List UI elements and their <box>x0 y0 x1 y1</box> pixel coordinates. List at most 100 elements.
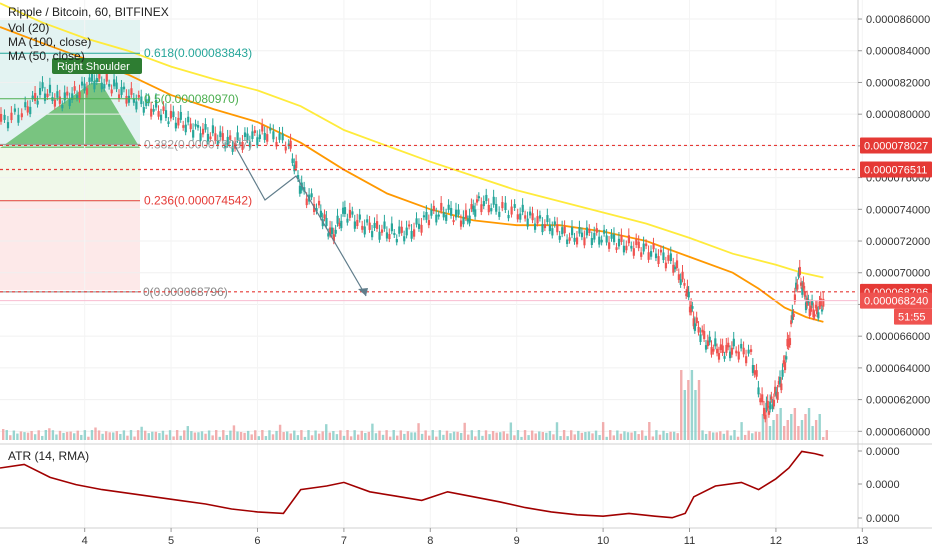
volume-bar <box>33 434 37 440</box>
candle-body <box>695 317 698 324</box>
candle-body <box>317 200 321 206</box>
x-tick-label: 9 <box>514 535 520 547</box>
volume-bar <box>342 435 346 440</box>
candle-body <box>248 141 252 148</box>
candle-body <box>348 209 352 218</box>
candle-body <box>390 223 393 232</box>
candle-body <box>142 107 145 113</box>
candle-body <box>243 132 247 137</box>
price-tag-bg <box>860 161 932 178</box>
volume-bars <box>2 370 828 440</box>
candle-body <box>226 136 229 145</box>
candle-body <box>647 252 650 260</box>
volume-bar <box>207 430 211 440</box>
candle-body <box>817 312 820 319</box>
x-tick-label: 5 <box>168 535 174 547</box>
volume-bar <box>264 436 268 440</box>
volume-bar <box>58 430 62 440</box>
candle-body <box>219 131 222 138</box>
volume-bar <box>786 420 789 440</box>
volume-bar <box>818 414 821 440</box>
candle-body <box>103 84 106 89</box>
candle-body <box>246 133 249 141</box>
candle-body <box>284 146 287 151</box>
candle-body <box>368 222 371 230</box>
candle-body <box>654 253 658 259</box>
candle-body <box>775 391 778 396</box>
candle-body <box>216 140 219 147</box>
candle-body <box>393 232 396 236</box>
candle-body <box>221 133 224 141</box>
volume-bar <box>175 430 179 440</box>
volume-bar <box>69 431 72 440</box>
price-tag-text: 51:55 <box>898 312 926 324</box>
candle-body <box>781 369 784 377</box>
candle-body <box>236 132 239 140</box>
volume-bar <box>133 436 136 440</box>
candle-body <box>113 79 116 87</box>
indicator-vol: Vol (20) <box>8 21 49 35</box>
candle-body <box>765 402 768 410</box>
y-tick-label: 0.000062000 <box>866 395 930 407</box>
candle-body <box>716 348 719 354</box>
volume-bar <box>204 433 207 440</box>
volume-bar <box>172 436 175 440</box>
volume-bar <box>452 431 456 440</box>
volume-bar <box>406 431 410 440</box>
candle-body <box>177 117 180 126</box>
candle-body <box>346 218 349 223</box>
candle-body <box>319 210 323 218</box>
candle-body <box>563 226 566 234</box>
candle-body <box>588 229 591 234</box>
indicator-ma50: MA (50, close) <box>8 49 85 63</box>
fib-label: 0.5(0.000080970) <box>144 92 239 106</box>
candle-body <box>275 141 278 147</box>
candle-body <box>795 282 798 289</box>
candle-body <box>521 204 524 213</box>
volume-bar <box>591 433 594 440</box>
volume-bar <box>577 430 580 440</box>
volume-bar <box>48 428 51 440</box>
candle-body <box>816 306 819 315</box>
volume-bar <box>112 432 115 440</box>
volume-bar <box>51 430 55 440</box>
candle-body <box>417 223 421 229</box>
candle-body <box>674 266 677 270</box>
volume-bar <box>509 422 513 440</box>
candle-body <box>3 114 6 120</box>
candle-body <box>437 214 440 217</box>
candle-body <box>298 185 302 194</box>
volume-bar <box>16 433 19 440</box>
volume-bar <box>243 432 246 440</box>
candle-body <box>803 291 806 297</box>
volume-bar <box>286 431 289 440</box>
candle-body <box>757 387 760 395</box>
projection-arrows <box>234 145 368 297</box>
volume-bar <box>587 431 591 440</box>
candle-body <box>327 233 330 237</box>
volume-bar <box>825 430 828 440</box>
candle-body <box>717 353 721 360</box>
candle-body <box>140 96 143 105</box>
candle-body <box>454 209 458 218</box>
volume-bar <box>807 408 811 440</box>
volume-bar <box>197 432 200 440</box>
candle-body <box>398 226 401 234</box>
candle-body <box>742 347 745 355</box>
atr-y-tick-label: 0.0000 <box>866 446 900 458</box>
candle-body <box>356 219 359 227</box>
candle-body <box>378 231 381 240</box>
candle-body <box>413 229 416 237</box>
volume-bar <box>428 435 431 440</box>
volume-bar <box>200 431 204 440</box>
candle-body <box>692 318 695 327</box>
candle-body <box>732 338 735 347</box>
volume-bar <box>641 430 644 440</box>
volume-bar <box>797 426 800 440</box>
volume-bar <box>5 430 8 440</box>
candle-body <box>798 266 801 275</box>
price-tags: 0.0000780270.0000765110.0000687960.00006… <box>860 137 932 325</box>
right-shoulder-triangle <box>0 78 140 148</box>
candle-body <box>167 121 170 125</box>
candle-body <box>263 132 266 140</box>
